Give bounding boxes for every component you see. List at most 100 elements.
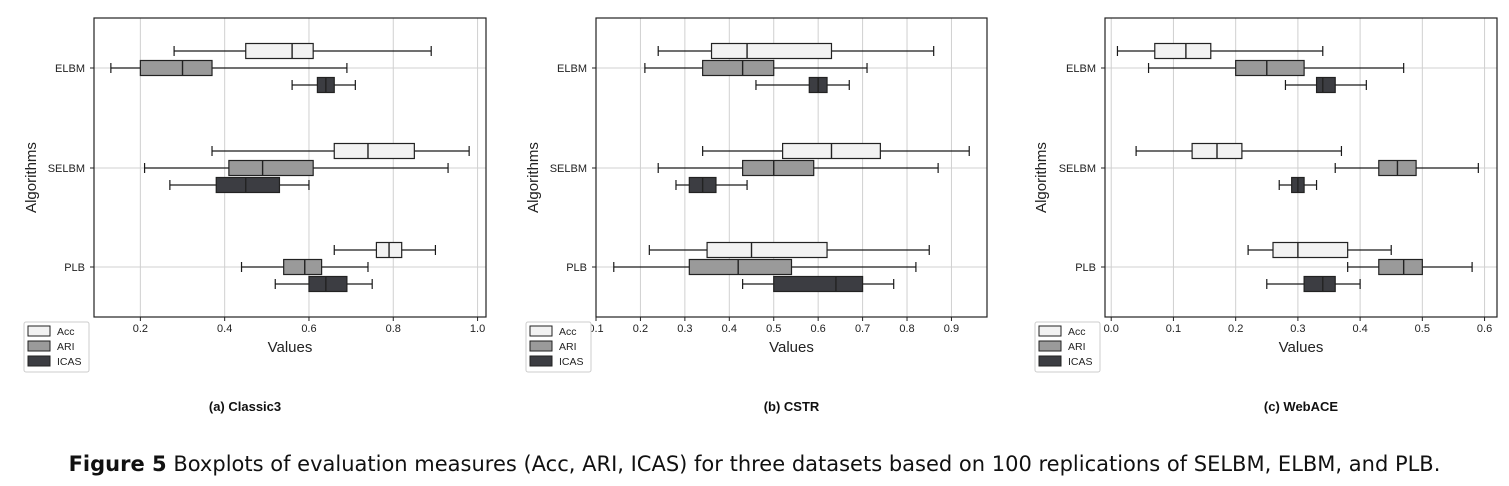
legend-swatch-icas bbox=[27, 355, 51, 367]
box-ari-selbm bbox=[1334, 159, 1479, 177]
figure-caption-text: Boxplots of evaluation measures (Acc, AR… bbox=[173, 452, 1441, 476]
box-icas-plb bbox=[274, 275, 373, 293]
box-acc-elbm bbox=[657, 42, 935, 60]
subfigure-caption: (a) Classic3 bbox=[209, 399, 281, 414]
box-ari-selbm bbox=[657, 159, 939, 177]
box-icas-selbm bbox=[675, 176, 748, 194]
x-tick-label: 0.8 bbox=[386, 323, 401, 335]
box-iqr bbox=[245, 42, 314, 60]
legend-swatch-ari bbox=[27, 340, 51, 352]
figure-label: Figure 5 bbox=[68, 452, 167, 476]
legend: Acc ARI ICAS bbox=[1034, 321, 1101, 373]
subfigure-caption: (c) WebACE bbox=[1264, 399, 1338, 414]
box-icas-elbm bbox=[1284, 76, 1367, 94]
y-axis-title: Algorithms bbox=[525, 142, 542, 213]
box-acc-elbm bbox=[1116, 42, 1324, 60]
box-icas-selbm bbox=[169, 176, 310, 194]
y-tick-label: PLB bbox=[64, 262, 85, 274]
x-axis-title: Values bbox=[268, 339, 313, 356]
legend-label-icas: ICAS bbox=[57, 356, 82, 368]
x-tick-label: 0.6 bbox=[301, 323, 316, 335]
box-acc-plb bbox=[648, 241, 930, 259]
x-tick-label: 0.7 bbox=[855, 323, 870, 335]
box-iqr bbox=[706, 241, 828, 259]
y-axis-title: Algorithms bbox=[23, 142, 40, 213]
legend-swatch-acc bbox=[27, 325, 51, 337]
box-icas-elbm bbox=[291, 76, 356, 94]
box-icas-plb bbox=[1266, 275, 1361, 293]
box-ari-elbm bbox=[1147, 59, 1405, 77]
y-tick-label: ELBM bbox=[557, 63, 587, 75]
legend-swatch-ari bbox=[1038, 340, 1062, 352]
subfigure-caption: (b) CSTR bbox=[764, 399, 820, 414]
x-axis-title: Values bbox=[1279, 339, 1324, 356]
x-tick-label: 0.9 bbox=[944, 323, 959, 335]
box-iqr bbox=[283, 258, 323, 276]
y-axis-title: Algorithms bbox=[1033, 142, 1050, 213]
box-iqr bbox=[228, 159, 314, 177]
legend-label-acc: Acc bbox=[57, 326, 75, 338]
legend-label-ari: ARI bbox=[1068, 341, 1086, 353]
legend-swatch-icas bbox=[529, 355, 553, 367]
box-acc-plb bbox=[1247, 241, 1392, 259]
x-tick-label: 0.5 bbox=[766, 323, 781, 335]
box-iqr bbox=[773, 275, 864, 293]
chart-panel-1: 0.2 0.4 0.6 0.8 1.0 ELBM SELBM PLB Values Algorit… bbox=[23, 17, 487, 414]
legend-label-acc: Acc bbox=[559, 326, 577, 338]
figure-caption: Figure 5 Boxplots of evaluation measures… bbox=[0, 452, 1509, 476]
legend: Acc ARI ICAS bbox=[525, 321, 592, 373]
box-iqr bbox=[1235, 59, 1305, 77]
box-icas-elbm bbox=[755, 76, 850, 94]
x-tick-label: 0.5 bbox=[1415, 323, 1430, 335]
legend: Acc ARI ICAS bbox=[23, 321, 90, 373]
box-iqr bbox=[702, 59, 775, 77]
legend-swatch-acc bbox=[529, 325, 553, 337]
box-iqr bbox=[215, 176, 281, 194]
y-tick-label: SELBM bbox=[550, 163, 587, 175]
box-icas-selbm bbox=[1278, 176, 1318, 194]
box-iqr bbox=[1378, 258, 1423, 276]
box-iqr bbox=[710, 42, 833, 60]
box-acc-selbm bbox=[211, 142, 470, 160]
box-iqr bbox=[308, 275, 348, 293]
chart-panel-3: 0.0 0.1 0.2 0.3 0.4 0.5 0.6 ELBM SELBM PLB Values A… bbox=[1033, 17, 1498, 414]
legend-swatch-ari bbox=[529, 340, 553, 352]
y-tick-label: ELBM bbox=[55, 63, 85, 75]
x-tick-label: 0.2 bbox=[133, 323, 148, 335]
box-ari-selbm bbox=[143, 159, 449, 177]
box-iqr bbox=[139, 59, 213, 77]
x-tick-label: 0.4 bbox=[1352, 323, 1367, 335]
x-tick-label: 0.3 bbox=[677, 323, 692, 335]
box-acc-plb bbox=[333, 241, 437, 259]
box-iqr bbox=[688, 258, 793, 276]
legend-swatch-icas bbox=[1038, 355, 1062, 367]
legend-label-ari: ARI bbox=[559, 341, 577, 353]
box-iqr bbox=[333, 142, 415, 160]
x-tick-label: 0.6 bbox=[811, 323, 826, 335]
x-tick-label: 1.0 bbox=[470, 323, 485, 335]
legend-label-icas: ICAS bbox=[1068, 356, 1093, 368]
y-tick-label: PLB bbox=[566, 262, 587, 274]
box-ari-elbm bbox=[110, 59, 348, 77]
x-axis-title: Values bbox=[769, 339, 814, 356]
box-acc-selbm bbox=[702, 142, 970, 160]
y-tick-label: SELBM bbox=[48, 163, 85, 175]
box-acc-elbm bbox=[173, 42, 432, 60]
x-tick-label: 0.4 bbox=[217, 323, 232, 335]
box-icas-plb bbox=[742, 275, 895, 293]
x-tick-label: 0.2 bbox=[1228, 323, 1243, 335]
x-tick-label: 0.1 bbox=[1166, 323, 1181, 335]
legend-label-icas: ICAS bbox=[559, 356, 584, 368]
x-tick-label: 0.8 bbox=[899, 323, 914, 335]
legend-swatch-acc bbox=[1038, 325, 1062, 337]
y-tick-label: PLB bbox=[1075, 262, 1096, 274]
x-tick-label: 0.4 bbox=[722, 323, 737, 335]
box-ari-plb bbox=[1347, 258, 1473, 276]
legend-label-acc: Acc bbox=[1068, 326, 1086, 338]
chart-panel-2: 0.1 0.2 0.3 0.4 0.5 0.6 0.7 0.8 0.9 ELBM SELBM PLB V… bbox=[525, 17, 988, 414]
box-iqr bbox=[1272, 241, 1349, 259]
box-acc-selbm bbox=[1135, 142, 1343, 160]
box-iqr bbox=[1315, 76, 1336, 94]
box-ari-plb bbox=[613, 258, 917, 276]
